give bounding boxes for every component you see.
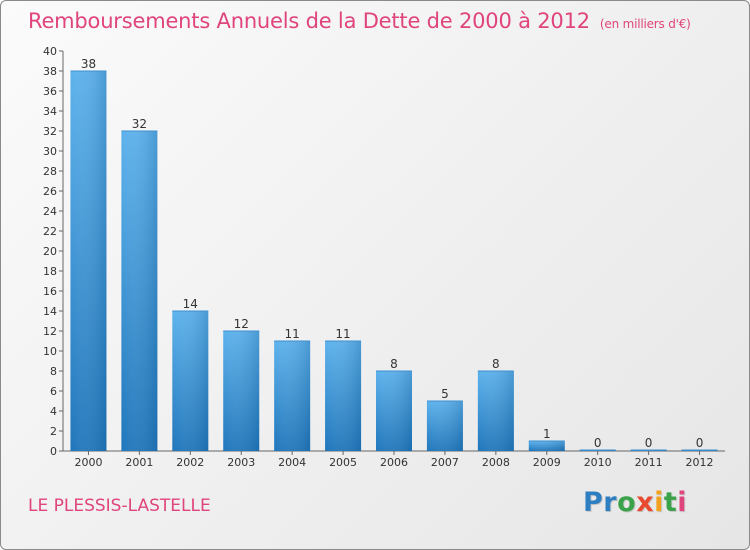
- y-tick-label: 20: [43, 245, 57, 258]
- bar-shade: [121, 131, 158, 451]
- value-label: 1: [543, 427, 551, 441]
- y-tick-label: 18: [43, 265, 57, 278]
- logo-letter: x: [636, 487, 655, 518]
- value-label: 38: [81, 57, 96, 71]
- logo-letter: i: [654, 487, 664, 518]
- x-tick-label: 2000: [74, 456, 102, 469]
- value-label: 5: [441, 387, 449, 401]
- x-tick-label: 2008: [482, 456, 510, 469]
- y-tick-label: 30: [43, 145, 57, 158]
- y-tick-label: 10: [43, 345, 57, 358]
- x-tick-label: 2010: [584, 456, 612, 469]
- x-tick-label: 2011: [635, 456, 663, 469]
- value-label: 0: [594, 436, 602, 450]
- logo-letter: r: [603, 487, 618, 518]
- y-tick-label: 40: [43, 45, 57, 58]
- x-tick-label: 2004: [278, 456, 306, 469]
- logo-letter: t: [663, 487, 678, 518]
- y-tick-label: 6: [50, 385, 57, 398]
- bar-shade: [426, 401, 463, 451]
- y-tick-label: 24: [43, 205, 57, 218]
- y-tick-label: 14: [43, 305, 57, 318]
- value-label: 8: [390, 357, 398, 371]
- proxiti-logo: Proxiti: [583, 487, 687, 518]
- commune-name: LE PLESSIS-LASTELLE: [28, 496, 211, 516]
- y-tick-label: 2: [50, 425, 57, 438]
- chart-title: Remboursements Annuels de la Dette de 20…: [28, 9, 691, 33]
- y-tick-label: 16: [43, 285, 57, 298]
- x-tick-label: 2009: [533, 456, 561, 469]
- value-label: 12: [234, 317, 249, 331]
- x-tick-label: 2006: [380, 456, 408, 469]
- logo-letter: o: [617, 487, 637, 518]
- value-label: 0: [645, 436, 653, 450]
- y-tick-label: 38: [43, 65, 57, 78]
- x-tick-label: 2003: [227, 456, 255, 469]
- x-tick-label: 2002: [176, 456, 204, 469]
- title-text: Remboursements Annuels de la Dette de 20…: [28, 9, 590, 33]
- logo-letter: P: [583, 487, 604, 518]
- y-tick-label: 28: [43, 165, 57, 178]
- x-tick-label: 2005: [329, 456, 357, 469]
- bar-shade: [528, 441, 565, 451]
- bar-shade: [376, 371, 412, 451]
- labels: 38 2000 32 2001 14 2002 12 2003 11 2004 11 2005 8 200…: [74, 57, 713, 469]
- bar-shade: [274, 341, 311, 451]
- title-unit: (en milliers d'€): [599, 17, 691, 31]
- bar-shade: [172, 311, 209, 451]
- y-tick-label: 22: [43, 225, 57, 238]
- value-label: 11: [335, 327, 350, 341]
- value-label: 0: [696, 436, 704, 450]
- bar-shade: [70, 71, 107, 451]
- value-label: 8: [492, 357, 500, 371]
- bar-shade: [477, 371, 514, 451]
- value-label: 32: [132, 117, 147, 131]
- y-tick-label: 8: [50, 365, 57, 378]
- x-tick-label: 2007: [431, 456, 459, 469]
- bar-shade: [325, 341, 362, 451]
- y-tick-label: 4: [50, 405, 57, 418]
- bars: [70, 70, 718, 451]
- y-tick-label: 34: [43, 105, 57, 118]
- x-tick-label: 2012: [686, 456, 714, 469]
- y-tick-label: 26: [43, 185, 57, 198]
- logo-letter: i: [677, 487, 688, 518]
- y-tick-label: 36: [43, 85, 57, 98]
- value-label: 11: [285, 327, 300, 341]
- bar-shade: [223, 331, 260, 451]
- y-tick-label: 12: [43, 325, 57, 338]
- value-label: 14: [183, 297, 198, 311]
- y-tick-label: 0: [50, 445, 57, 458]
- y-tick-label: 32: [43, 125, 57, 138]
- x-tick-label: 2001: [125, 456, 153, 469]
